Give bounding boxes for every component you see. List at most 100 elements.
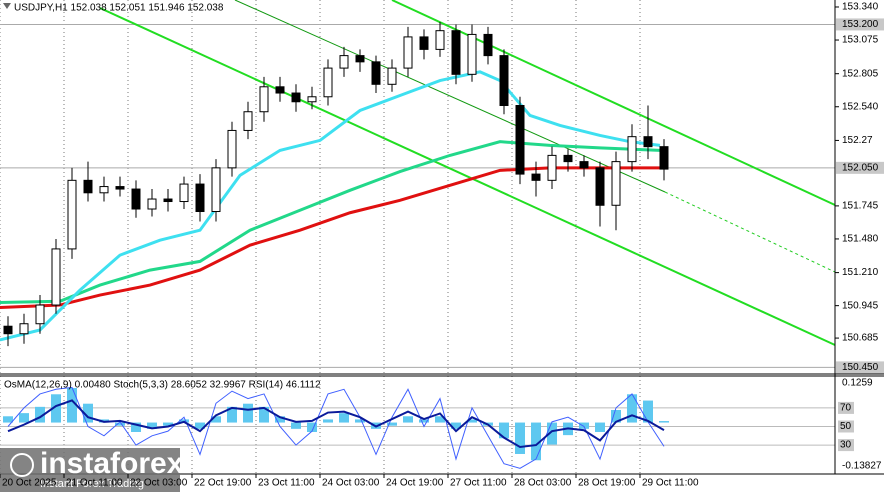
candle-body — [243, 111, 253, 131]
channel-line — [664, 191, 836, 273]
osma-bar — [627, 394, 637, 423]
candle-body — [483, 33, 493, 57]
indicator-label: OsMA(12,26,9) 0.00480 Stoch(5,3,3) 28.60… — [4, 380, 321, 391]
grid — [0, 0, 835, 474]
osc-tick-label: 70 — [840, 403, 852, 414]
candle-body — [307, 96, 317, 103]
watermark-tagline: Instant Forex Trading — [40, 478, 144, 490]
x-tick-label: 21 Oct 11:00 — [66, 478, 123, 489]
y-tick-label: 152.27 — [842, 135, 873, 146]
y-tick-label: 152.540 — [842, 101, 879, 112]
level-box — [836, 18, 884, 31]
osma-bar — [227, 406, 237, 423]
candle-body — [419, 36, 429, 50]
osma-bar — [163, 422, 173, 426]
x-tick-label: 24 Oct 03:00 — [322, 478, 380, 489]
osma-bar — [131, 422, 141, 432]
candle-body — [435, 30, 445, 50]
candle-body — [67, 179, 77, 250]
y-tick-label: 150.945 — [842, 300, 879, 311]
y-tick-label: 151.210 — [842, 267, 879, 278]
candle-body — [595, 167, 605, 206]
osma-bar — [339, 413, 349, 423]
osma-bar — [403, 416, 413, 423]
candle-body — [547, 154, 557, 181]
osma-bar — [291, 422, 301, 429]
candle-body — [403, 36, 413, 69]
osma-bar — [611, 409, 621, 423]
x-tick-label: 23 Oct 11:00 — [258, 478, 315, 489]
x-tick-label: 29 Oct 11:00 — [642, 478, 699, 489]
channel-line — [234, 0, 666, 193]
osma-bar — [531, 422, 541, 461]
osma-bar — [195, 422, 205, 429]
osma-bar — [451, 422, 461, 429]
x-tick-label: 20 Oct 2025 — [2, 478, 57, 489]
osma-tick-label: 0.1259 — [842, 378, 873, 389]
osc-tick-label: 50 — [840, 421, 852, 432]
osma-bar — [147, 422, 157, 429]
candle-body — [131, 188, 141, 210]
moving-average — [0, 140, 661, 305]
candle-body — [275, 86, 285, 94]
osma-bar — [355, 419, 365, 423]
candle-body — [147, 198, 157, 210]
osma-tick-label: -0.13827 — [842, 461, 882, 472]
osma-bar — [659, 421, 669, 423]
rsi-line — [7, 399, 665, 448]
candle-body — [323, 67, 333, 98]
osma-bar — [51, 394, 61, 423]
candle-body — [227, 129, 237, 169]
watermark-brand: instaforex — [40, 447, 184, 480]
candle-body — [99, 186, 109, 194]
candle-body — [355, 55, 365, 63]
x-tick-label: 22 Oct 03:00 — [130, 478, 188, 489]
level-box — [836, 361, 884, 374]
candle-body — [51, 248, 61, 306]
y-tick-label: 151.480 — [842, 234, 879, 245]
candle-body — [515, 105, 525, 175]
candle-body — [643, 136, 653, 148]
osc-tick-box — [838, 401, 854, 414]
candle-body — [195, 183, 205, 213]
trend-lines — [99, 0, 836, 346]
x-tick-label: 22 Oct 19:00 — [194, 478, 252, 489]
candle-body — [179, 183, 189, 203]
x-tick-label: 28 Oct 03:00 — [514, 478, 572, 489]
osma-bar — [35, 406, 45, 423]
x-tick-label: 27 Oct 11:00 — [450, 478, 507, 489]
candle-body — [451, 30, 461, 75]
osma-bar — [643, 400, 653, 423]
osma-bar — [547, 422, 557, 445]
candle-body — [627, 136, 637, 163]
osma-bar — [259, 406, 269, 423]
candle-body — [659, 146, 669, 170]
osma-bar — [499, 422, 509, 439]
channel-line — [99, 7, 836, 346]
x-tick-label: 24 Oct 19:00 — [386, 478, 444, 489]
osma-bar — [19, 413, 29, 423]
osma-bar — [387, 422, 397, 426]
y-tick-label: 151.745 — [842, 201, 879, 212]
osma-bar — [579, 422, 589, 429]
channel-line — [391, 0, 836, 206]
candle-body — [291, 92, 301, 103]
y-tick-label: 152.805 — [842, 68, 879, 79]
osma-bar — [515, 422, 525, 454]
level-label: 153.200 — [842, 19, 879, 30]
x-tick-label: 28 Oct 19:00 — [578, 478, 636, 489]
candle-body — [259, 86, 269, 113]
y-tick-label: 153.340 — [842, 2, 879, 13]
plot — [0, 21, 669, 469]
osma-bar — [307, 422, 317, 432]
osma-bar — [211, 416, 221, 423]
osc-tick-box — [838, 420, 854, 433]
level-label: 152.050 — [842, 162, 879, 173]
candle-body — [579, 161, 589, 169]
stoch-line — [7, 386, 665, 469]
osma-bar — [323, 419, 333, 423]
osma-bar — [467, 419, 477, 423]
candle-body — [163, 198, 173, 203]
osma-bar — [67, 387, 77, 423]
candle-body — [3, 325, 13, 335]
